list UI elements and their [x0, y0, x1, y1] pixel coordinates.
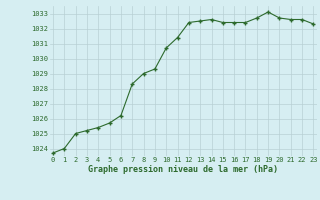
- X-axis label: Graphe pression niveau de la mer (hPa): Graphe pression niveau de la mer (hPa): [88, 165, 278, 174]
